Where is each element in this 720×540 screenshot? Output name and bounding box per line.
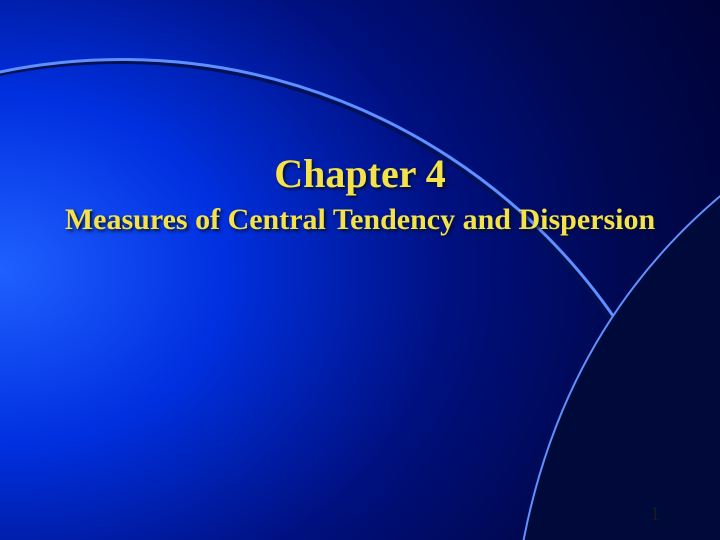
slide-container: Chapter 4 Measures of Central Tendency a… [0, 0, 720, 540]
chapter-title: Chapter 4 [40, 150, 680, 197]
chapter-subtitle: Measures of Central Tendency and Dispers… [40, 203, 680, 237]
page-number: 1 [650, 503, 660, 526]
title-block: Chapter 4 Measures of Central Tendency a… [0, 150, 720, 237]
